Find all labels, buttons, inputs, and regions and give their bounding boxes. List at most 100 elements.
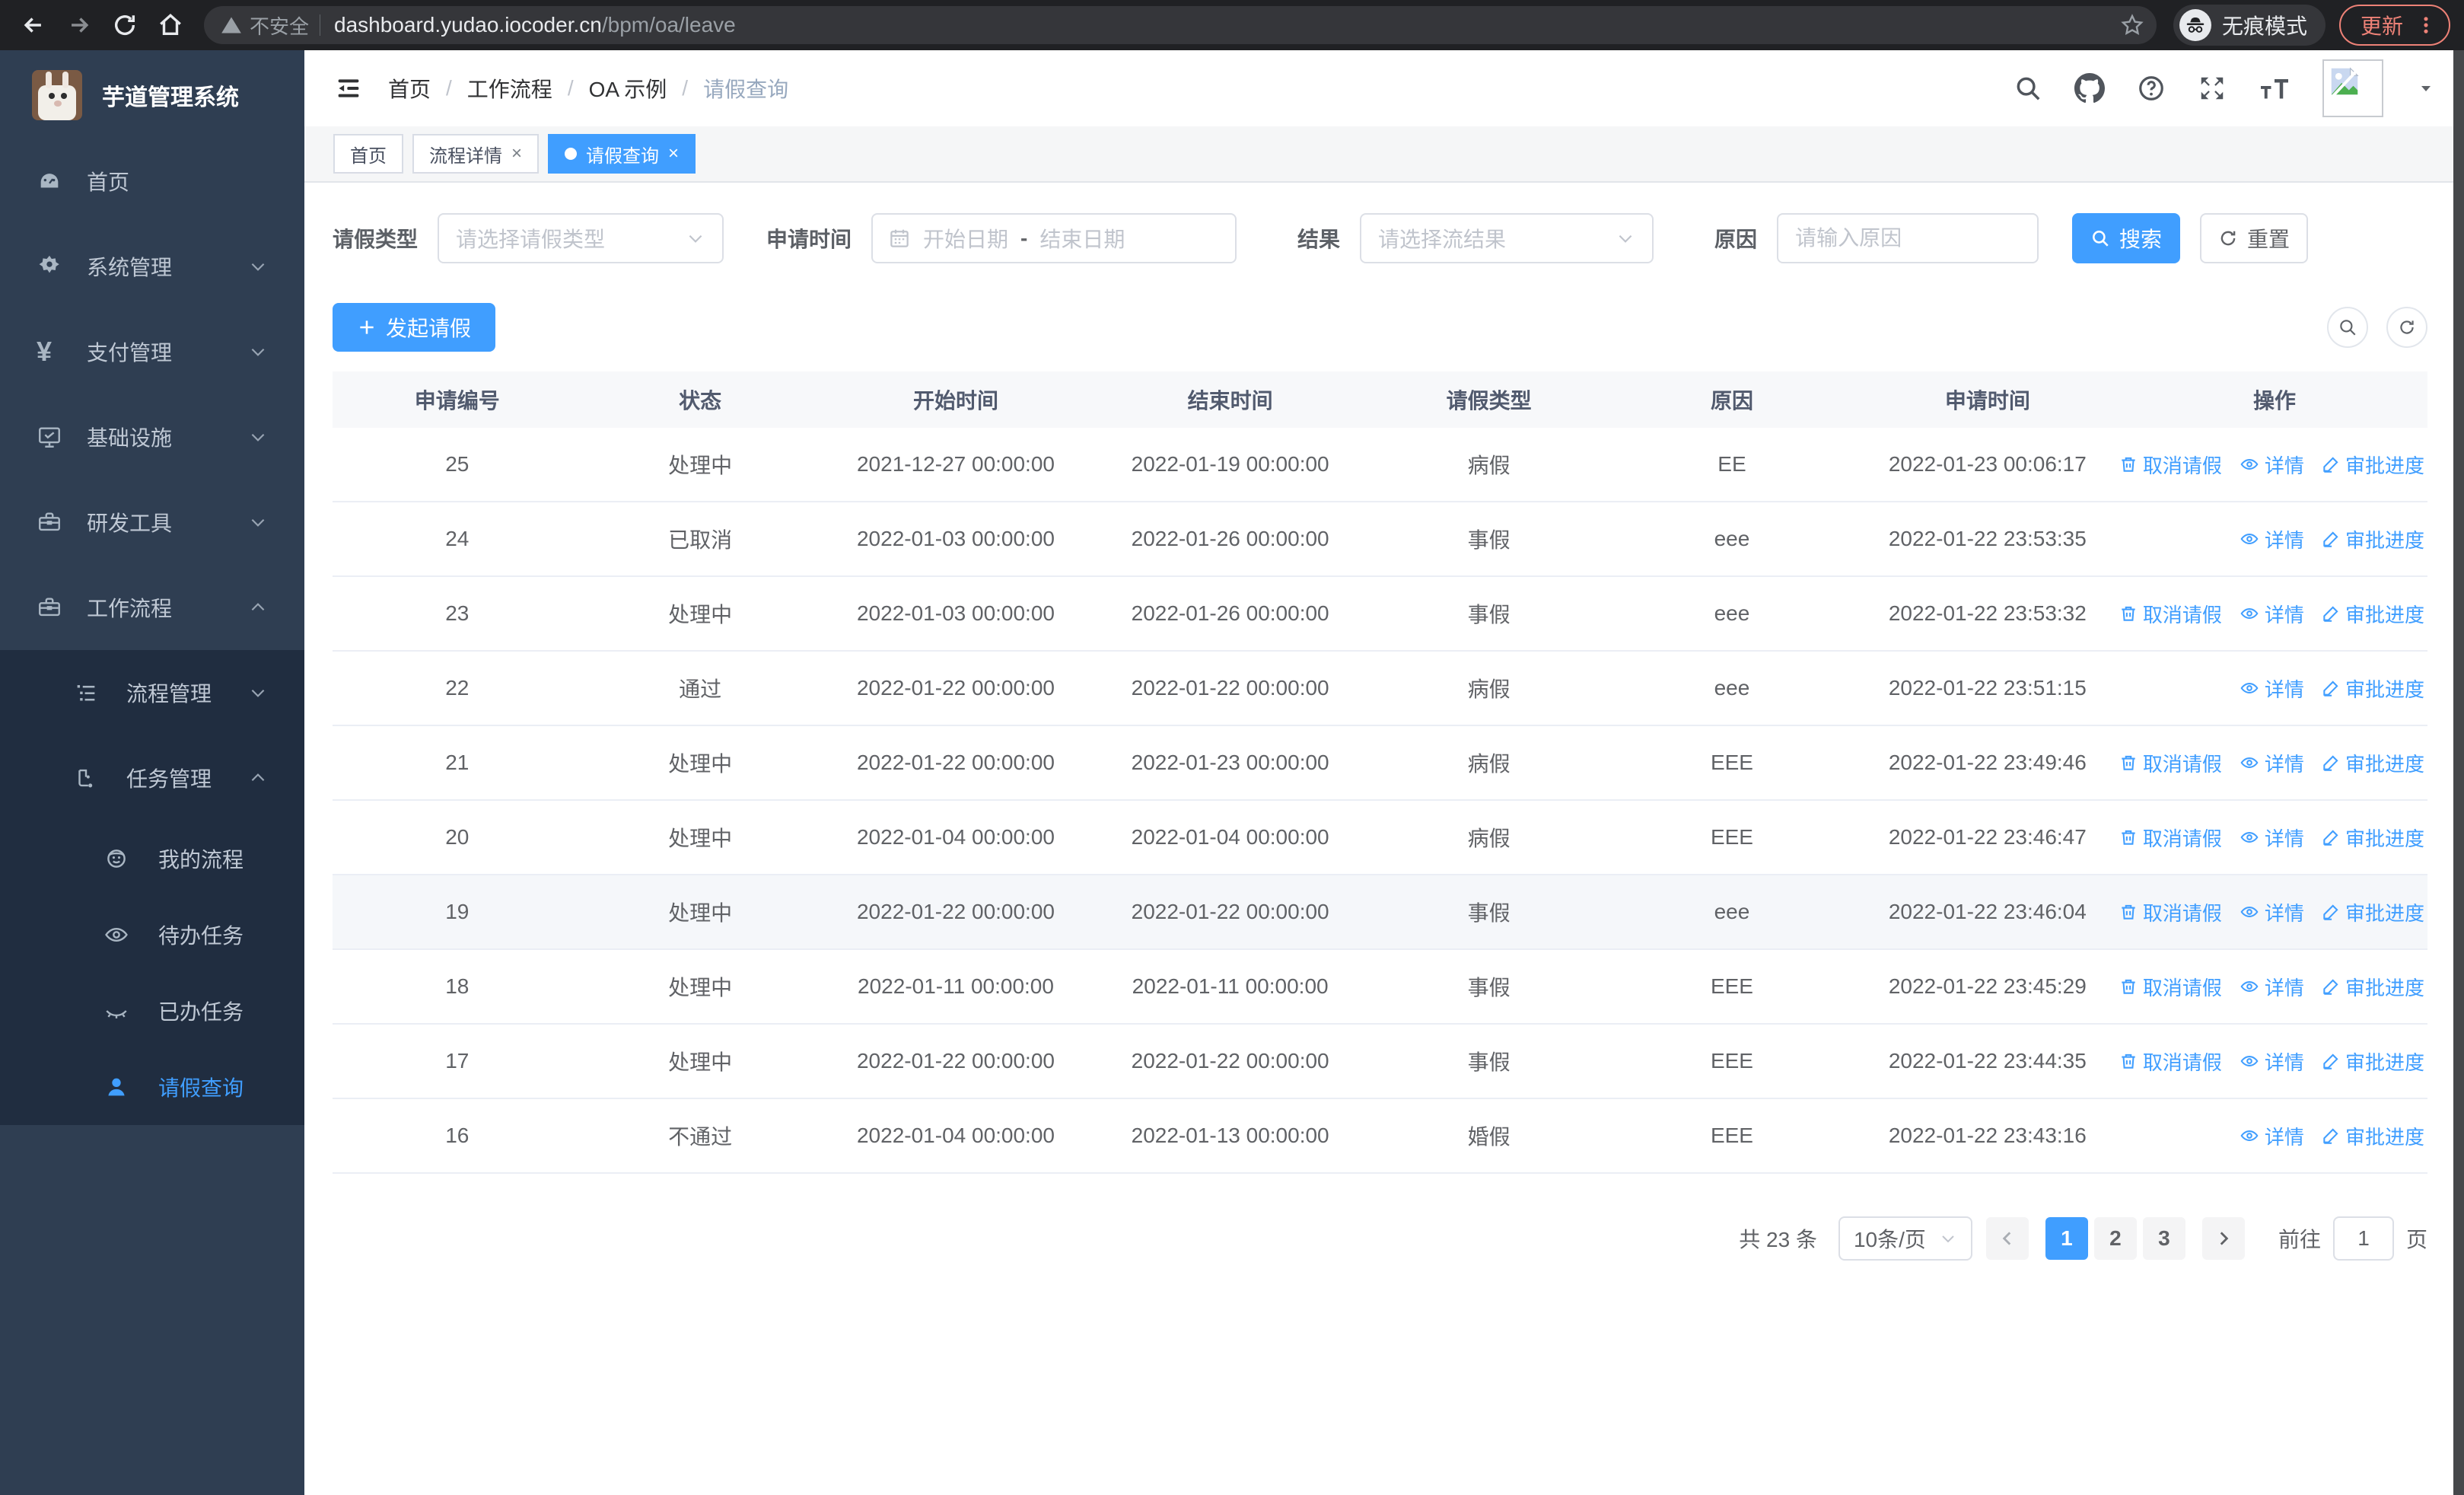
reset-button[interactable]: 重置 [2200, 213, 2309, 263]
sidebar-item-workflow[interactable]: 工作流程 [0, 565, 304, 650]
detail-action-link[interactable]: 详情 [2239, 1047, 2304, 1076]
breadcrumb-item[interactable]: 工作流程 [466, 78, 552, 101]
browser-reload-icon[interactable] [105, 5, 145, 45]
search-button[interactable]: 搜索 [2072, 213, 2181, 263]
sidebar-item-dev-tools[interactable]: 研发工具 [0, 480, 304, 565]
detail-action-link[interactable]: 详情 [2239, 973, 2304, 1001]
github-icon[interactable] [2074, 73, 2105, 104]
yen-icon: ¥ [37, 336, 53, 367]
next-page-button[interactable] [2201, 1217, 2245, 1260]
table-row[interactable]: 20 处理中 2022-01-04 00:00:00 2022-01-04 00:00… [333, 801, 2427, 875]
table-row[interactable]: 17 处理中 2022-01-22 00:00:00 2022-01-22 00:00… [333, 1025, 2427, 1099]
page-button-2[interactable]: 2 [2093, 1217, 2137, 1260]
table-row[interactable]: 21 处理中 2022-01-22 00:00:00 2022-01-23 00:00… [333, 726, 2427, 801]
refresh-table-button[interactable] [2386, 307, 2427, 348]
close-icon[interactable]: × [511, 143, 523, 164]
page-size-select[interactable]: 10条/页 [1838, 1216, 1972, 1261]
prev-page-button[interactable] [1985, 1217, 2029, 1260]
sidebar-item-payment-mgmt[interactable]: ¥ 支付管理 [0, 309, 304, 394]
progress-action-link[interactable]: 审批进度 [2321, 973, 2424, 1001]
progress-action-link[interactable]: 审批进度 [2321, 898, 2424, 926]
browser-home-icon[interactable] [151, 5, 190, 45]
fullscreen-icon[interactable] [2198, 74, 2227, 103]
detail-action-link[interactable]: 详情 [2239, 451, 2304, 479]
trash-icon [2119, 604, 2138, 623]
tag-view-tab[interactable]: 请假查询 × [548, 134, 696, 174]
progress-action-link[interactable]: 审批进度 [2321, 1047, 2424, 1076]
browser-back-icon[interactable] [14, 5, 53, 45]
table-row[interactable]: 18 处理中 2022-01-11 00:00:00 2022-01-11 00:00… [333, 950, 2427, 1025]
cell-end-time: 2022-01-13 00:00:00 [1131, 1124, 1329, 1147]
detail-action-link[interactable]: 详情 [2239, 600, 2304, 628]
help-icon[interactable] [2137, 74, 2166, 103]
progress-action-link[interactable]: 审批进度 [2321, 824, 2424, 852]
page-button-3[interactable]: 3 [2142, 1217, 2185, 1260]
close-icon[interactable]: × [668, 143, 680, 164]
breadcrumb-item[interactable]: 首页 [388, 78, 431, 101]
cancel-action-link[interactable]: 取消请假 [2119, 1047, 2222, 1076]
create-leave-button[interactable]: 发起请假 [333, 303, 496, 352]
trash-icon [2119, 1051, 2138, 1071]
sidebar-item-home[interactable]: 首页 [0, 139, 304, 224]
browser-menu-icon[interactable] [2415, 14, 2437, 36]
collapse-menu-icon[interactable] [333, 73, 364, 104]
sidebar-item-process-mgmt[interactable]: 流程管理 [0, 650, 304, 735]
progress-action-link[interactable]: 审批进度 [2321, 451, 2424, 479]
font-size-icon[interactable] [2259, 74, 2291, 103]
chevron-down-icon[interactable] [2417, 79, 2435, 97]
avatar[interactable] [2322, 59, 2383, 117]
table-row[interactable]: 22 通过 2022-01-22 00:00:00 2022-01-22 00:00:… [333, 652, 2427, 726]
table-row[interactable]: 16 不通过 2022-01-04 00:00:00 2022-01-13 00:00… [333, 1099, 2427, 1174]
security-warning[interactable]: 不安全 [221, 11, 309, 40]
sidebar-item-infrastructure[interactable]: 基础设施 [0, 394, 304, 480]
goto-page-input[interactable] [2332, 1216, 2394, 1261]
update-button[interactable]: 更新 [2338, 5, 2450, 46]
progress-action-link[interactable]: 审批进度 [2321, 525, 2424, 553]
tag-view-tab[interactable]: 流程详情 × [412, 134, 540, 174]
progress-action-link[interactable]: 审批进度 [2321, 600, 2424, 628]
detail-action-link[interactable]: 详情 [2239, 1122, 2304, 1150]
cancel-action-link[interactable]: 取消请假 [2119, 898, 2222, 926]
trash-icon [2119, 977, 2138, 996]
app-logo-row[interactable]: 芋道管理系统 [0, 50, 304, 139]
detail-action-link[interactable]: 详情 [2239, 749, 2304, 777]
cancel-action-link[interactable]: 取消请假 [2119, 749, 2222, 777]
sidebar-item-todo-tasks[interactable]: 待办任务 [0, 897, 304, 973]
window-scrollbar[interactable] [2453, 50, 2464, 1495]
result-select[interactable]: 请选择流结果 [1360, 213, 1654, 263]
cell-reason: eee [1714, 527, 1750, 550]
sidebar-item-system-mgmt[interactable]: 系统管理 [0, 224, 304, 309]
reason-input[interactable] [1795, 226, 2021, 250]
detail-action-link[interactable]: 详情 [2239, 898, 2304, 926]
search-icon [2340, 320, 2356, 336]
sidebar-item-leave-query[interactable]: 请假查询 [0, 1049, 304, 1125]
table-row[interactable]: 25 处理中 2021-12-27 00:00:00 2022-01-19 00:00… [333, 428, 2427, 502]
apply-time-range-picker[interactable]: 开始日期 - 结束日期 [871, 213, 1237, 263]
browser-forward-icon[interactable] [59, 5, 99, 45]
sidebar-item-label: 待办任务 [158, 924, 244, 948]
detail-action-link[interactable]: 详情 [2239, 824, 2304, 852]
cancel-action-link[interactable]: 取消请假 [2119, 824, 2222, 852]
sidebar-item-task-mgmt[interactable]: 任务管理 [0, 735, 304, 821]
table-row[interactable]: 24 已取消 2022-01-03 00:00:00 2022-01-26 00:00… [333, 502, 2427, 577]
bookmark-star-icon[interactable] [2120, 13, 2144, 37]
progress-action-link[interactable]: 审批进度 [2321, 749, 2424, 777]
cancel-action-link[interactable]: 取消请假 [2119, 451, 2222, 479]
page-button-1[interactable]: 1 [2045, 1217, 2088, 1260]
table-row[interactable]: 23 处理中 2022-01-03 00:00:00 2022-01-26 00:00… [333, 577, 2427, 652]
detail-action-link[interactable]: 详情 [2239, 525, 2304, 553]
cancel-action-link[interactable]: 取消请假 [2119, 600, 2222, 628]
breadcrumb-item[interactable]: OA 示例 [588, 78, 667, 101]
leave-type-select[interactable]: 请选择请假类型 [438, 213, 724, 263]
progress-action-link[interactable]: 审批进度 [2321, 674, 2424, 703]
tag-view-tab[interactable]: 首页 [333, 134, 403, 174]
table-row[interactable]: 19 处理中 2022-01-22 00:00:00 2022-01-22 00:00… [333, 875, 2427, 950]
sidebar-item-my-process[interactable]: 我的流程 [0, 821, 304, 897]
progress-action-link[interactable]: 审批进度 [2321, 1122, 2424, 1150]
search-icon[interactable] [2014, 74, 2042, 103]
show-search-toggle-button[interactable] [2327, 307, 2368, 348]
url-bar[interactable]: 不安全 dashboard.yudao.iocoder.cn/bpm/oa/le… [204, 6, 2157, 44]
cancel-action-link[interactable]: 取消请假 [2119, 973, 2222, 1001]
sidebar-item-done-tasks[interactable]: 已办任务 [0, 973, 304, 1049]
detail-action-link[interactable]: 详情 [2239, 674, 2304, 703]
